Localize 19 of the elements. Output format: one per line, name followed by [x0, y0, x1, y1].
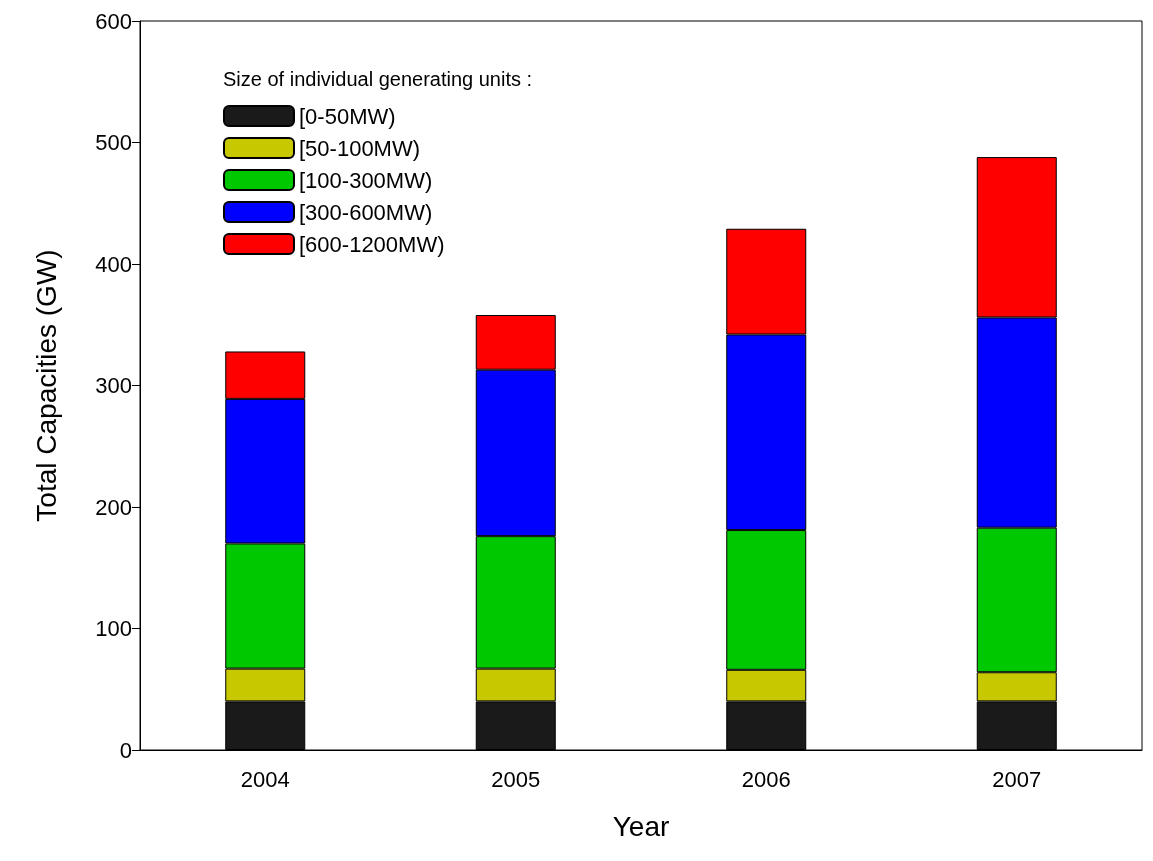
y-tick-label: 300 — [95, 373, 132, 398]
x-tick-label: 2007 — [992, 766, 1042, 792]
legend-title: Size of individual generating units : — [223, 68, 533, 90]
legend-label: [300-600MW) — [299, 199, 433, 225]
x-tick-label: 2004 — [240, 766, 290, 792]
x-tick-label: 2005 — [491, 766, 541, 792]
legend-label: [600-1200MW) — [299, 231, 445, 257]
y-tick-label: 200 — [95, 494, 132, 520]
legend-label: [100-300MW) — [299, 167, 433, 193]
x-axis-title: Year — [612, 810, 670, 842]
y-tick-label: 500 — [95, 130, 132, 155]
y-tick-label: 0 — [119, 737, 132, 763]
legend-label: [0-50MW) — [299, 103, 396, 129]
y-axis-title: Total Capacities (GW) — [30, 249, 62, 522]
x-tick-label: 2006 — [741, 766, 791, 792]
y-tick-label: 600 — [95, 8, 132, 34]
y-tick-label: 400 — [95, 251, 132, 277]
legend-label: [50-100MW) — [299, 135, 421, 161]
y-tick-label: 100 — [95, 616, 132, 641]
